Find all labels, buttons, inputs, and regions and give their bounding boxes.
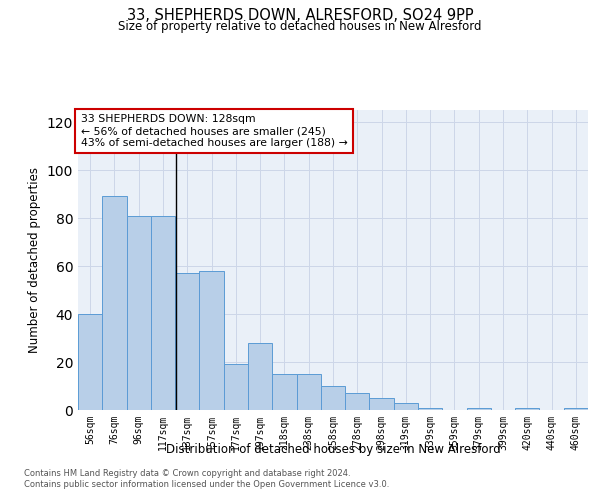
Bar [175,273,199,410]
Bar [127,216,151,410]
Y-axis label: Number of detached properties: Number of detached properties [28,167,41,353]
Bar [248,343,272,410]
Bar [296,374,321,410]
Bar [199,271,224,410]
Bar [272,374,296,410]
Text: 33, SHEPHERDS DOWN, ALRESFORD, SO24 9PP: 33, SHEPHERDS DOWN, ALRESFORD, SO24 9PP [127,8,473,22]
Bar [467,408,491,410]
Text: 33 SHEPHERDS DOWN: 128sqm
← 56% of detached houses are smaller (245)
43% of semi: 33 SHEPHERDS DOWN: 128sqm ← 56% of detac… [80,114,347,148]
Bar [370,398,394,410]
Bar [345,393,370,410]
Bar [564,408,588,410]
Bar [321,386,345,410]
Text: Contains public sector information licensed under the Open Government Licence v3: Contains public sector information licen… [24,480,389,489]
Text: Size of property relative to detached houses in New Alresford: Size of property relative to detached ho… [118,20,482,33]
Bar [102,196,127,410]
Bar [418,408,442,410]
Text: Distribution of detached houses by size in New Alresford: Distribution of detached houses by size … [166,442,500,456]
Bar [515,408,539,410]
Bar [394,403,418,410]
Bar [224,364,248,410]
Bar [151,216,175,410]
Text: Contains HM Land Registry data © Crown copyright and database right 2024.: Contains HM Land Registry data © Crown c… [24,468,350,477]
Bar [78,314,102,410]
